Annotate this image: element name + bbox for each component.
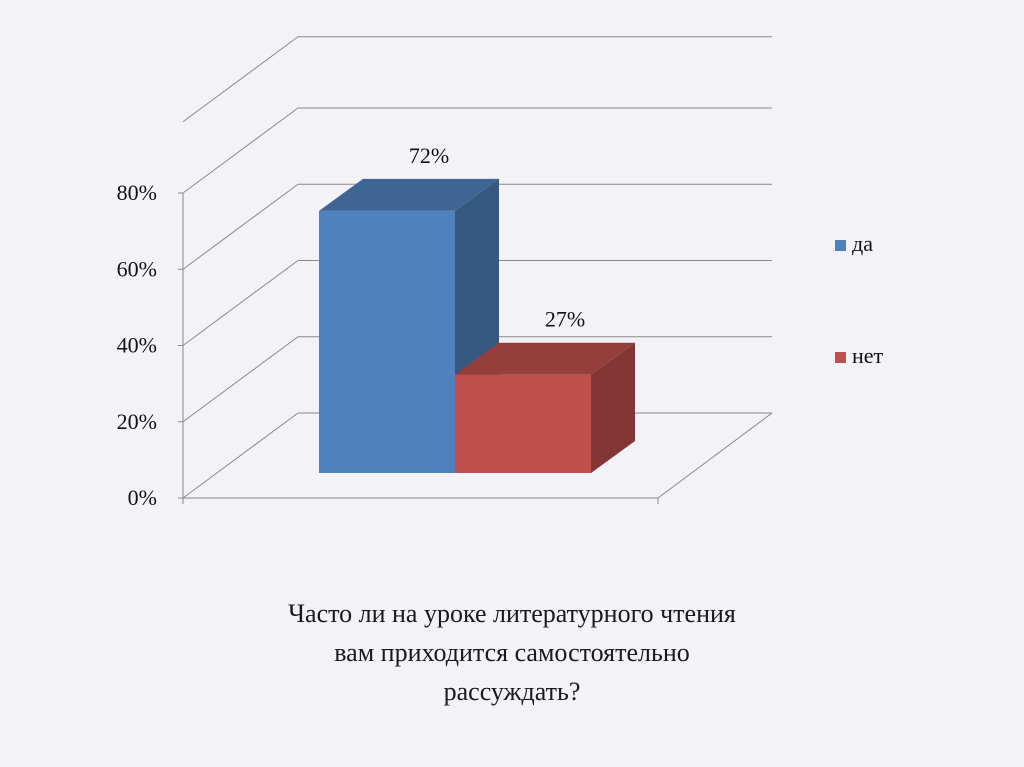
question-line: Часто ли на уроке литературного чтения: [288, 599, 736, 628]
floor-edge: [657, 412, 773, 499]
chart-bars: [319, 178, 635, 474]
bar-top-face: [319, 178, 499, 211]
y-tick-label: 60%: [117, 256, 157, 281]
data-label: 27%: [545, 307, 585, 332]
legend: да нет: [835, 231, 884, 368]
gridline-diagonal: [182, 107, 299, 194]
data-labels: 72% 27%: [409, 143, 585, 332]
gridline-diagonal: [182, 36, 299, 123]
floor-edge: [182, 412, 299, 499]
y-tick-label: 20%: [117, 409, 157, 434]
y-axis-tick-labels: 0% 20% 40% 60% 80%: [117, 180, 157, 510]
data-label: 72%: [409, 143, 449, 168]
question-line: рассуждать?: [443, 677, 581, 706]
legend-swatch: [835, 352, 846, 363]
bar-front-face: [319, 210, 455, 474]
y-tick-label: 40%: [117, 333, 157, 358]
gridline-diagonal: [182, 183, 299, 270]
bar-front-face: [455, 374, 591, 473]
gridline-diagonal: [182, 336, 299, 423]
question-text: Часто ли на уроке литературного чтения в…: [212, 594, 812, 711]
bar-2: [455, 342, 635, 473]
y-tick-label: 80%: [117, 180, 157, 205]
bar-side-face: [591, 342, 635, 473]
gridline-diagonal: [182, 260, 299, 346]
legend-label: да: [852, 231, 873, 256]
question-line: вам приходится самостоятельно: [334, 638, 690, 667]
bar-top-face: [455, 342, 635, 375]
legend-swatch: [835, 240, 846, 251]
legend-label: нет: [852, 343, 884, 368]
y-tick-label: 0%: [128, 485, 157, 510]
